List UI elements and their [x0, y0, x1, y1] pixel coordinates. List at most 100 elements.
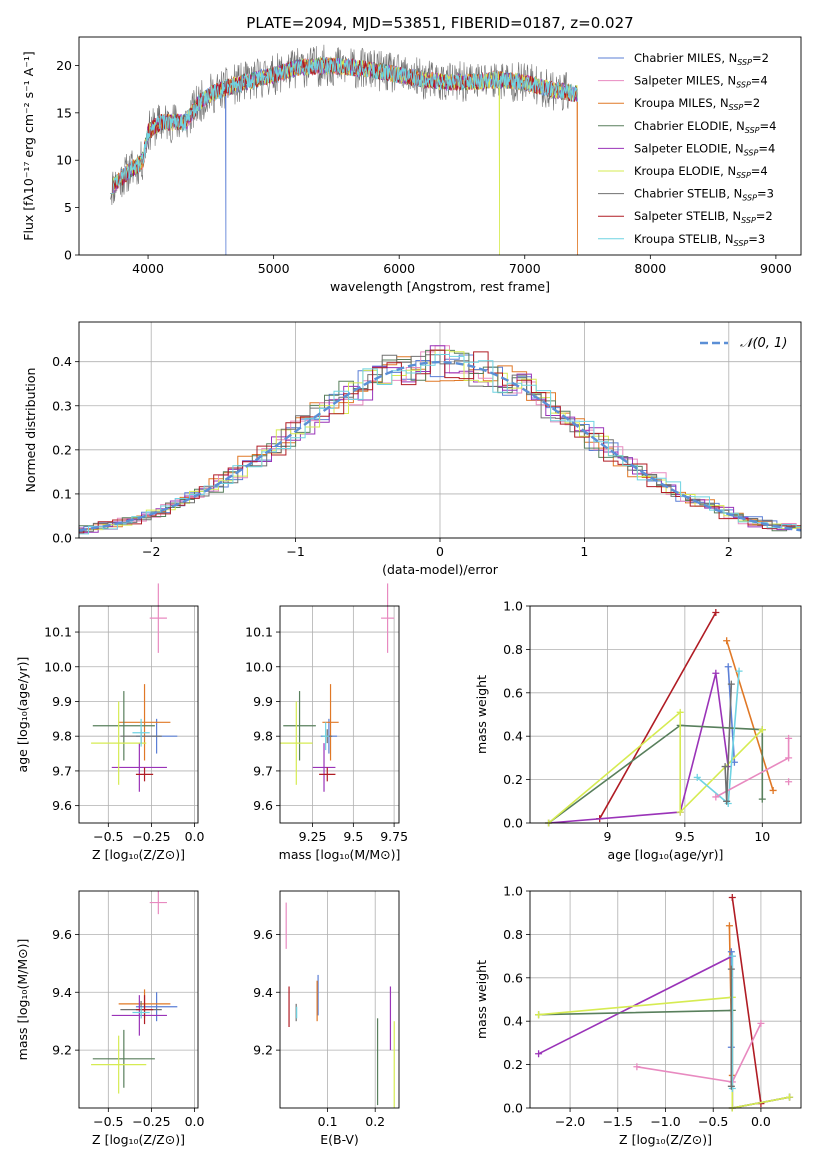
x-tick-label: 9000	[760, 261, 792, 276]
weight-line-ce	[538, 1009, 790, 1109]
errorbar-sm	[149, 891, 167, 915]
plot-area	[91, 583, 178, 792]
y-tick-label: 15	[56, 105, 72, 120]
weight-marker-cs	[721, 763, 729, 771]
y-tick-label: 0.6	[503, 970, 523, 985]
legend-label-cs: Chabrier STELIB, NSSP=3	[634, 187, 774, 203]
grid	[79, 891, 198, 1108]
y-tick-label: 0	[64, 248, 72, 263]
weight-marker-ss	[712, 609, 720, 617]
y-axis-label: Flux [fλ10⁻¹⁷ erg cm⁻² s⁻¹ A⁻¹]	[21, 51, 36, 240]
grid	[280, 891, 399, 1108]
legend: Chabrier MILES, NSSP=2 Salpeter MILES, NS…	[598, 51, 776, 248]
weight-marker-km	[769, 786, 777, 794]
plot-area	[545, 609, 793, 827]
axes-frame	[279, 605, 400, 824]
x-axis-label: age [log₁₀(age/yr)]	[608, 847, 724, 862]
y-tick-label: 9.8	[253, 729, 273, 744]
axes-frame	[529, 890, 802, 1109]
panel-spectrum: 4000 5000 6000 7000 8000 9000 0 5 10 15 20 Chabrier…	[21, 36, 802, 294]
weight-marker-ss	[728, 894, 736, 902]
plot-area	[110, 44, 578, 256]
weight-marker-ke	[786, 1093, 794, 1101]
legend-label-ce: Chabrier ELODIE, NSSP=4	[634, 119, 776, 135]
x-axis-label: Z [log₁₀(Z/Z⊙)]	[92, 1132, 185, 1147]
errorbar-ss	[135, 767, 154, 782]
panel-age_vs_Z: −0.5 −0.25 0.0 9.6 9.7 9.8 9.9 10.0 10.1 Z [log₁₀…	[15, 583, 205, 862]
x-axis-label: Z [log₁₀(Z/Z⊙)]	[92, 847, 185, 862]
weight-marker-sm	[785, 734, 793, 742]
x-axis-label: E(B-V)	[320, 1132, 359, 1147]
axes-frame	[78, 890, 199, 1109]
weight-marker-cs	[727, 680, 735, 688]
weight-marker-sm	[785, 754, 793, 762]
x-tick-label: −0.5	[93, 1114, 123, 1129]
y-tick-label: 9.4	[52, 985, 72, 1000]
panel-age_vs_mass: 9.25 9.5 9.75 9.6 9.7 9.8 9.9 10.0 10.1 mass [log…	[245, 583, 408, 862]
y-tick-label: 0.4	[503, 729, 523, 744]
legend-label-cm: Chabrier MILES, NSSP=2	[634, 51, 769, 67]
x-axis-label: (data-model)/error	[382, 562, 499, 577]
y-tick-label: 0.2	[52, 442, 72, 457]
panel-weight_vs_Z: −2.0 −1.5 −1.0 −0.5 0.0 0.0 0.2 0.4 0.6 0.8 1.0 Z […	[474, 884, 802, 1147]
y-tick-label: 0.6	[503, 685, 523, 700]
y-tick-label: 5	[64, 200, 72, 215]
normal-reference-curve	[78, 360, 802, 532]
errorbar-sm	[149, 583, 167, 653]
x-tick-label: −2.0	[555, 1114, 585, 1129]
y-tick-label: 0.4	[503, 1014, 523, 1029]
errorbar-ks	[132, 1006, 150, 1019]
y-tick-label: 9.6	[253, 798, 273, 813]
x-tick-label: 0.0	[185, 1114, 205, 1129]
x-axis-label: Z [log₁₀(Z/Z⊙)]	[619, 1132, 712, 1147]
grid	[79, 606, 198, 823]
legend-label-km: Kroupa MILES, NSSP=2	[634, 96, 760, 112]
y-axis-label: mass weight	[474, 960, 489, 1039]
y-tick-label: 1.0	[503, 599, 523, 614]
x-axis-label: wavelength [Angstrom, rest frame]	[330, 279, 550, 294]
y-tick-label: 9.7	[52, 763, 72, 778]
y-tick-label: 0.8	[503, 642, 523, 657]
grid	[530, 890, 801, 1109]
errorbar-ks	[132, 718, 150, 747]
errorbar-km	[118, 684, 171, 761]
plot-area	[535, 894, 794, 1112]
y-tick-label: 0.0	[503, 816, 523, 831]
y-tick-label: 10	[56, 153, 72, 168]
y-axis-label: mass [log₁₀(M/M⊙)]	[15, 939, 30, 1061]
errorbar-ke	[280, 701, 313, 785]
y-axis-label: Normed distribution	[23, 368, 38, 493]
weight-marker-ks	[693, 773, 701, 781]
x-tick-label: −2	[142, 544, 160, 559]
legend-label-ke: Kroupa ELODIE, NSSP=4	[634, 164, 768, 180]
weight-line-se	[538, 954, 790, 1109]
y-axis-label: mass weight	[474, 675, 489, 754]
x-tick-label: 0.2	[365, 1114, 385, 1129]
y-tick-label: 0.0	[52, 531, 72, 546]
weight-line-ce	[548, 724, 764, 824]
plot-area	[285, 902, 395, 1108]
y-tick-label: 9.2	[52, 1043, 72, 1058]
x-tick-label: 9.75	[380, 829, 408, 844]
x-tick-label: 0.1	[318, 1114, 338, 1129]
x-tick-label: −1	[286, 544, 304, 559]
weight-marker-km	[725, 922, 733, 930]
x-tick-label: 9.25	[299, 829, 327, 844]
axes-frame	[78, 36, 802, 256]
y-tick-label: 0.2	[503, 772, 523, 787]
errorbar-ce	[283, 691, 316, 761]
weight-marker-cs	[723, 797, 731, 805]
y-tick-label: 9.9	[253, 694, 273, 709]
axes-frame	[529, 605, 802, 824]
y-tick-label: 1.0	[503, 884, 523, 899]
y-tick-label: 9.8	[52, 729, 72, 744]
x-axis-label: mass [log₁₀(M/M⊙)]	[279, 847, 401, 862]
weight-marker-cs	[727, 965, 735, 973]
weight-line-se	[548, 673, 729, 824]
errorbar-ke	[91, 1035, 147, 1094]
x-tick-label: 6000	[383, 261, 415, 276]
plot-area	[91, 891, 178, 1094]
y-tick-label: 9.6	[253, 927, 273, 942]
weight-line-ss	[731, 897, 762, 1104]
